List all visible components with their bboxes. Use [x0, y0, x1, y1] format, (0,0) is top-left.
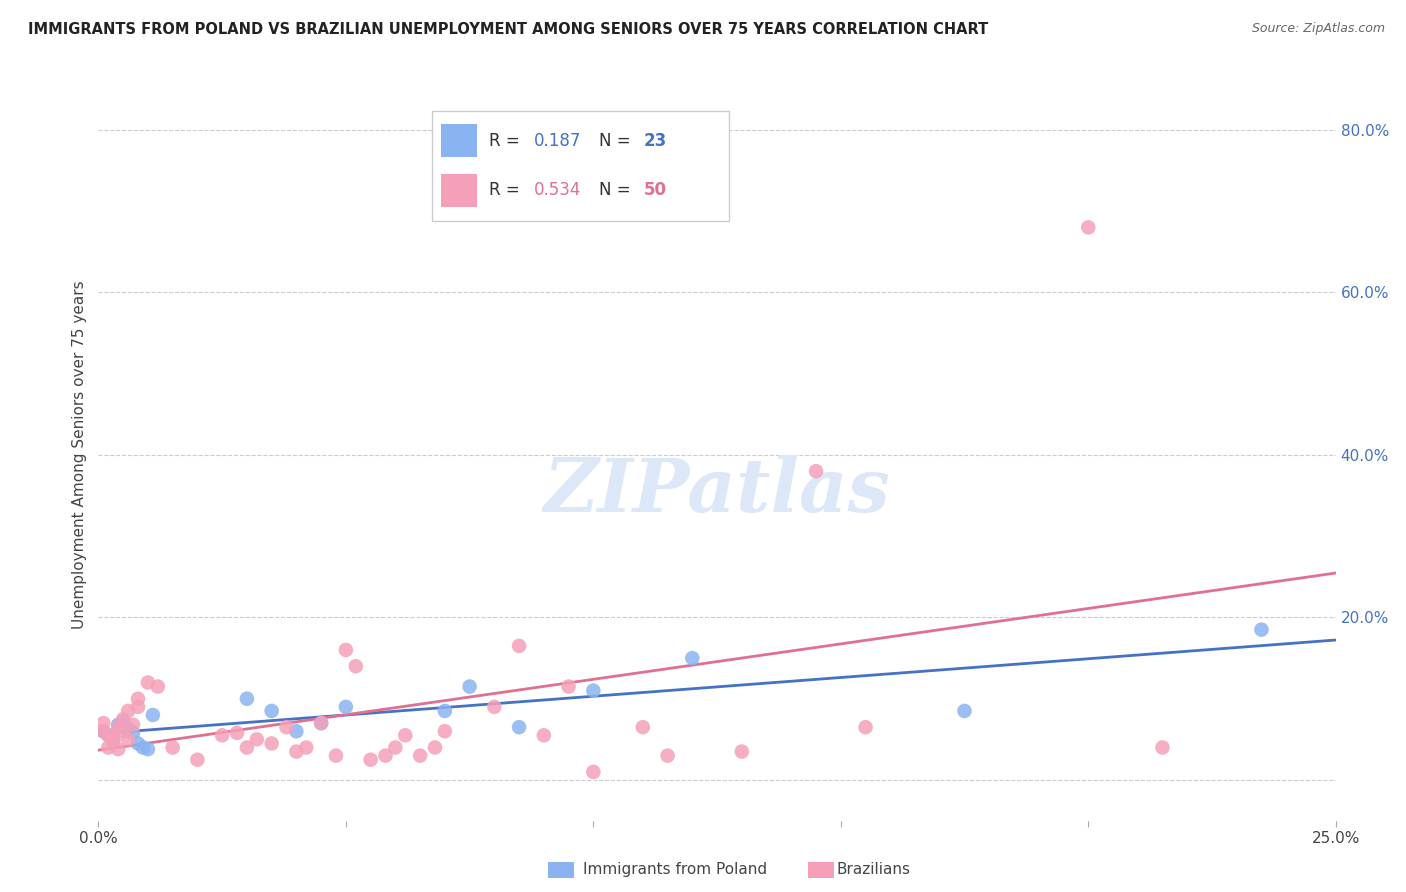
Point: [731, 745, 754, 759]
Point: [186, 753, 208, 767]
Point: [117, 722, 139, 736]
Point: [117, 732, 139, 747]
Point: [1250, 623, 1272, 637]
Point: [657, 748, 679, 763]
Point: [112, 712, 135, 726]
Point: [582, 764, 605, 779]
Point: [953, 704, 976, 718]
Point: [136, 675, 159, 690]
Point: [97, 728, 120, 742]
Point: [508, 639, 530, 653]
Point: [309, 716, 332, 731]
Point: [533, 728, 555, 742]
Point: [423, 740, 446, 755]
Point: [112, 714, 135, 729]
Text: Brazilians: Brazilians: [837, 863, 911, 877]
Point: [132, 740, 155, 755]
Point: [374, 748, 396, 763]
Point: [360, 753, 382, 767]
Point: [122, 726, 145, 740]
Point: [107, 717, 129, 731]
Point: [631, 720, 654, 734]
Text: ZIPatlas: ZIPatlas: [544, 455, 890, 528]
Point: [335, 699, 357, 714]
Point: [409, 748, 432, 763]
Point: [127, 736, 149, 750]
Point: [107, 720, 129, 734]
Point: [260, 704, 283, 718]
Point: [127, 691, 149, 706]
Point: [246, 732, 269, 747]
Point: [1077, 220, 1099, 235]
Point: [855, 720, 877, 734]
Point: [557, 680, 579, 694]
Point: [107, 742, 129, 756]
Point: [295, 740, 318, 755]
Point: [335, 643, 357, 657]
Point: [211, 728, 233, 742]
Point: [162, 740, 184, 755]
Point: [97, 740, 120, 755]
Point: [103, 732, 125, 747]
Point: [1152, 740, 1174, 755]
Point: [226, 726, 249, 740]
Point: [103, 734, 125, 748]
Point: [236, 740, 259, 755]
Point: [103, 731, 125, 745]
Point: [804, 464, 827, 478]
Y-axis label: Unemployment Among Seniors over 75 years: Unemployment Among Seniors over 75 years: [72, 281, 87, 629]
Point: [508, 720, 530, 734]
Point: [582, 683, 605, 698]
Point: [127, 699, 149, 714]
Point: [117, 704, 139, 718]
Point: [122, 717, 145, 731]
Point: [112, 724, 135, 739]
Point: [142, 708, 165, 723]
Point: [394, 728, 416, 742]
Point: [433, 724, 456, 739]
Text: IMMIGRANTS FROM POLAND VS BRAZILIAN UNEMPLOYMENT AMONG SENIORS OVER 75 YEARS COR: IMMIGRANTS FROM POLAND VS BRAZILIAN UNEM…: [28, 22, 988, 37]
Point: [458, 680, 481, 694]
Point: [484, 699, 506, 714]
Point: [93, 724, 115, 739]
Point: [146, 680, 169, 694]
Text: Source: ZipAtlas.com: Source: ZipAtlas.com: [1251, 22, 1385, 36]
Point: [681, 651, 703, 665]
Point: [285, 724, 308, 739]
Point: [325, 748, 347, 763]
Point: [136, 742, 159, 756]
Point: [384, 740, 406, 755]
Point: [276, 720, 298, 734]
Point: [93, 724, 115, 739]
Point: [309, 716, 332, 731]
Text: Immigrants from Poland: Immigrants from Poland: [583, 863, 768, 877]
Point: [97, 728, 120, 742]
Point: [285, 745, 308, 759]
Point: [93, 716, 115, 731]
Point: [260, 736, 283, 750]
Point: [344, 659, 367, 673]
Point: [236, 691, 259, 706]
Point: [433, 704, 456, 718]
